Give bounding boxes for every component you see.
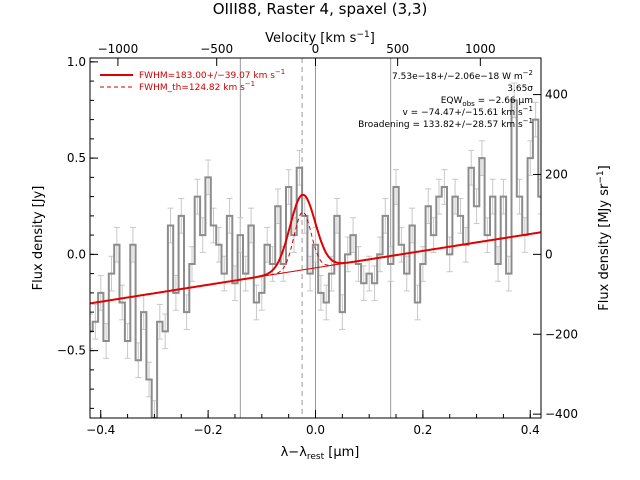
top-tick-label-0: −1000 [98, 42, 139, 56]
annotation-velocity-main: v = −74.47+/−15.61 km s [403, 108, 523, 118]
legend-label-fwhm-th-sup: −1 [245, 80, 255, 88]
right-tick-label-1: −200 [545, 327, 578, 341]
right-tick-label-2: 0 [545, 247, 553, 261]
annotation-velocity: v = −74.47+/−15.61 km s−1 [403, 105, 534, 118]
y-tick-label-3: 1.0 [67, 55, 86, 69]
x-tick-label-0: −0.4 [86, 423, 115, 437]
legend-label-fwhm-sup: −1 [275, 68, 285, 76]
right-axis-label: Flux density [MJy sr−1] [596, 165, 612, 310]
annotation-eqw: EQWobs = −2.66 μm [441, 96, 533, 108]
y-tick-label-2: 0.5 [67, 151, 86, 165]
annotation-eqw-main: EQW [441, 96, 463, 106]
x-tick-label-3: 0.2 [413, 423, 432, 437]
annotation-flux-main: 7.53e−18+/−2.06e−18 W m [392, 72, 523, 82]
legend: FWHM=183.00+/−39.07 km s−1 FWHM_th=124.8… [100, 68, 285, 93]
top-tick-label-3: 500 [386, 42, 409, 56]
x-ticks: −0.4 −0.2 0.0 0.2 0.4 [86, 410, 540, 437]
x-axis-label: λ−λrest [μm] [281, 445, 360, 462]
legend-label-fwhm-th: FWHM_th=124.82 km s−1 [139, 80, 255, 93]
fit-line [90, 193, 541, 305]
y-axis-label: Flux density [Jy] [31, 186, 46, 291]
right-tick-label-3: 200 [545, 167, 568, 181]
annotation-eqw-sub: obs [462, 100, 475, 108]
top-tick-label-2: 0 [312, 42, 320, 56]
top-axis-label-sup: −1 [356, 30, 369, 40]
right-tick-label-4: 400 [545, 88, 568, 102]
top-axis-label: Velocity [km s−1] [265, 30, 375, 46]
x-axis-label-unit: [μm] [324, 445, 359, 460]
right-ticks: −400 −200 0 200 400 [533, 88, 578, 421]
x-tick-label-4: 0.4 [521, 423, 540, 437]
annotation-broadening: Broadening = 133.82+/−28.57 km s−1 [358, 117, 533, 130]
x-axis-label-main: λ−λ [281, 445, 308, 460]
annotations: 7.53e−18+/−2.06e−18 W m−2 3.65σ EQWobs =… [358, 69, 533, 130]
annotation-broadening-main: Broadening = 133.82+/−28.57 km s [358, 120, 523, 130]
top-tick-label-4: 1000 [465, 42, 496, 56]
top-axis-label-main: Velocity [km s [265, 31, 357, 46]
y-tick-label-0: −0.5 [57, 344, 86, 358]
annotation-flux-sup: −2 [523, 69, 533, 77]
annotation-broadening-sup: −1 [523, 117, 533, 125]
chart-title: OIII88, Raster 4, spaxel (3,3) [213, 0, 428, 18]
annotation-sigma: 3.65σ [507, 84, 533, 94]
right-axis-label-main: Flux density [MJy sr [597, 183, 612, 311]
legend-label-fwhm: FWHM=183.00+/−39.07 km s−1 [139, 68, 285, 81]
annotation-eqw-end: = −2.66 μm [475, 96, 533, 106]
right-axis-label-end: ] [597, 165, 612, 170]
legend-label-fwhm-main: FWHM=183.00+/−39.07 km s [139, 71, 275, 81]
right-tick-label-0: −400 [545, 407, 578, 421]
plot-area [89, 57, 542, 419]
y-tick-label-1: 0.0 [67, 247, 86, 261]
x-tick-label-1: −0.2 [194, 423, 223, 437]
top-axis-label-end: ] [370, 31, 375, 46]
right-axis-label-sup: −1 [596, 170, 606, 183]
x-axis-label-sub: rest [307, 452, 325, 462]
y-ticks: −0.5 0.0 0.5 1.0 [57, 55, 98, 409]
top-tick-label-1: −500 [200, 42, 233, 56]
x-tick-label-2: 0.0 [306, 423, 325, 437]
annotation-flux: 7.53e−18+/−2.06e−18 W m−2 [392, 69, 533, 82]
annotation-velocity-sup: −1 [523, 105, 533, 113]
top-ticks: −1000 −500 0 500 1000 [98, 42, 496, 66]
legend-label-fwhm-th-main: FWHM_th=124.82 km s [139, 83, 245, 93]
